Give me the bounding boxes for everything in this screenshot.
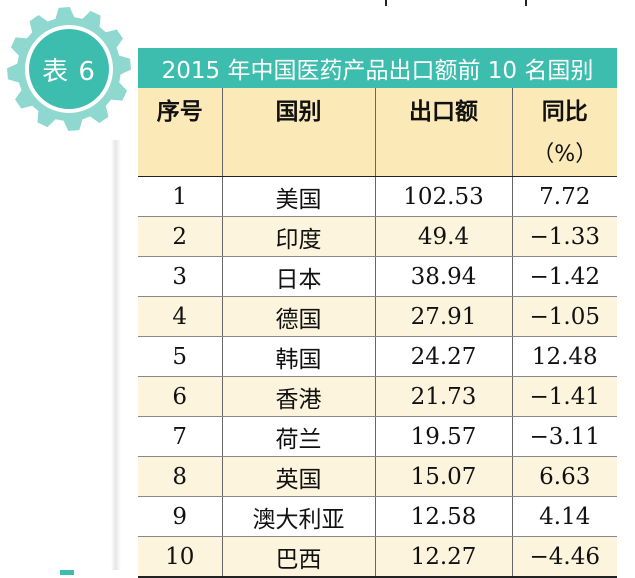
cell-country: 日本 [221, 256, 375, 297]
cell-export-amount: 102.53 [374, 176, 512, 217]
cell-index: 9 [138, 496, 222, 537]
cell-index: 4 [138, 296, 222, 337]
cell-country: 韩国 [221, 336, 375, 377]
gear-icon [7, 7, 131, 131]
header-label: 出口额 [409, 99, 478, 125]
header-label: 国别 [275, 99, 322, 125]
cell-country: 英国 [221, 456, 375, 497]
cell-yoy: −1.05 [511, 296, 617, 337]
header-country: 国别 [221, 88, 375, 177]
cell-export-amount: 27.91 [374, 296, 512, 337]
badge-label: 表 6 [42, 56, 96, 87]
cell-index: 5 [138, 336, 222, 377]
table-row: 8 英国 15.07 6.63 [138, 456, 617, 497]
table-row: 2 印度 49.4 −1.33 [138, 216, 617, 257]
cell-index: 6 [138, 376, 222, 417]
table-row: 5 韩国 24.27 12.48 [138, 336, 617, 377]
footer-mark [60, 570, 74, 575]
cell-export-amount: 24.27 [374, 336, 512, 377]
cell-index: 2 [138, 216, 222, 257]
table-row: 4 德国 27.91 −1.05 [138, 296, 617, 337]
cell-yoy: −4.46 [511, 536, 617, 578]
cell-export-amount: 12.27 [374, 536, 512, 578]
cell-index: 1 [138, 176, 222, 217]
side-divider [111, 140, 121, 570]
cell-country: 香港 [221, 376, 375, 417]
cell-country: 美国 [221, 176, 375, 217]
table-row: 10 巴西 12.27 −4.46 [138, 536, 617, 578]
cell-yoy: −1.33 [511, 216, 617, 257]
table-row: 1 美国 102.53 7.72 [138, 176, 617, 217]
header-yoy: 同比 （%） [511, 88, 617, 177]
header-index: 序号 [138, 88, 222, 177]
table-title: 2015 年中国医药产品出口额前 10 名国别 [138, 48, 617, 88]
header-label: 同比 [541, 99, 588, 125]
cell-country: 荷兰 [221, 416, 375, 457]
cell-export-amount: 19.57 [374, 416, 512, 457]
table-row: 9 澳大利亚 12.58 4.14 [138, 496, 617, 537]
cropped-text-fragment [345, 0, 565, 8]
cell-index: 8 [138, 456, 222, 497]
cell-yoy: 6.63 [511, 456, 617, 497]
cell-country: 澳大利亚 [221, 496, 375, 537]
cell-yoy: −1.41 [511, 376, 617, 417]
cell-country: 印度 [221, 216, 375, 257]
cell-export-amount: 38.94 [374, 256, 512, 297]
cell-yoy: 7.72 [511, 176, 617, 217]
export-table: 序号 国别 出口额 同比 （%） 1 美国 102.53 7.72 2 印度 49.4 −1.3… [138, 88, 617, 578]
cell-yoy: 4.14 [511, 496, 617, 537]
header-export-amount: 出口额 [374, 88, 512, 177]
cell-yoy: −1.42 [511, 256, 617, 297]
cell-export-amount: 21.73 [374, 376, 512, 417]
cell-export-amount: 15.07 [374, 456, 512, 497]
table-badge: 表 6 [4, 4, 134, 134]
header-label: 序号 [156, 99, 203, 125]
cell-country: 巴西 [221, 536, 375, 578]
cell-index: 7 [138, 416, 222, 457]
header-unit: （%） [532, 142, 598, 167]
cell-index: 3 [138, 256, 222, 297]
cell-export-amount: 49.4 [374, 216, 512, 257]
cell-yoy: −3.11 [511, 416, 617, 457]
cell-yoy: 12.48 [511, 336, 617, 377]
table-row: 3 日本 38.94 −1.42 [138, 256, 617, 297]
header-row: 序号 国别 出口额 同比 （%） [138, 88, 617, 177]
table-row: 6 香港 21.73 −1.41 [138, 376, 617, 417]
table-row: 7 荷兰 19.57 −3.11 [138, 416, 617, 457]
cell-index: 10 [138, 536, 222, 578]
cell-export-amount: 12.58 [374, 496, 512, 537]
cell-country: 德国 [221, 296, 375, 337]
